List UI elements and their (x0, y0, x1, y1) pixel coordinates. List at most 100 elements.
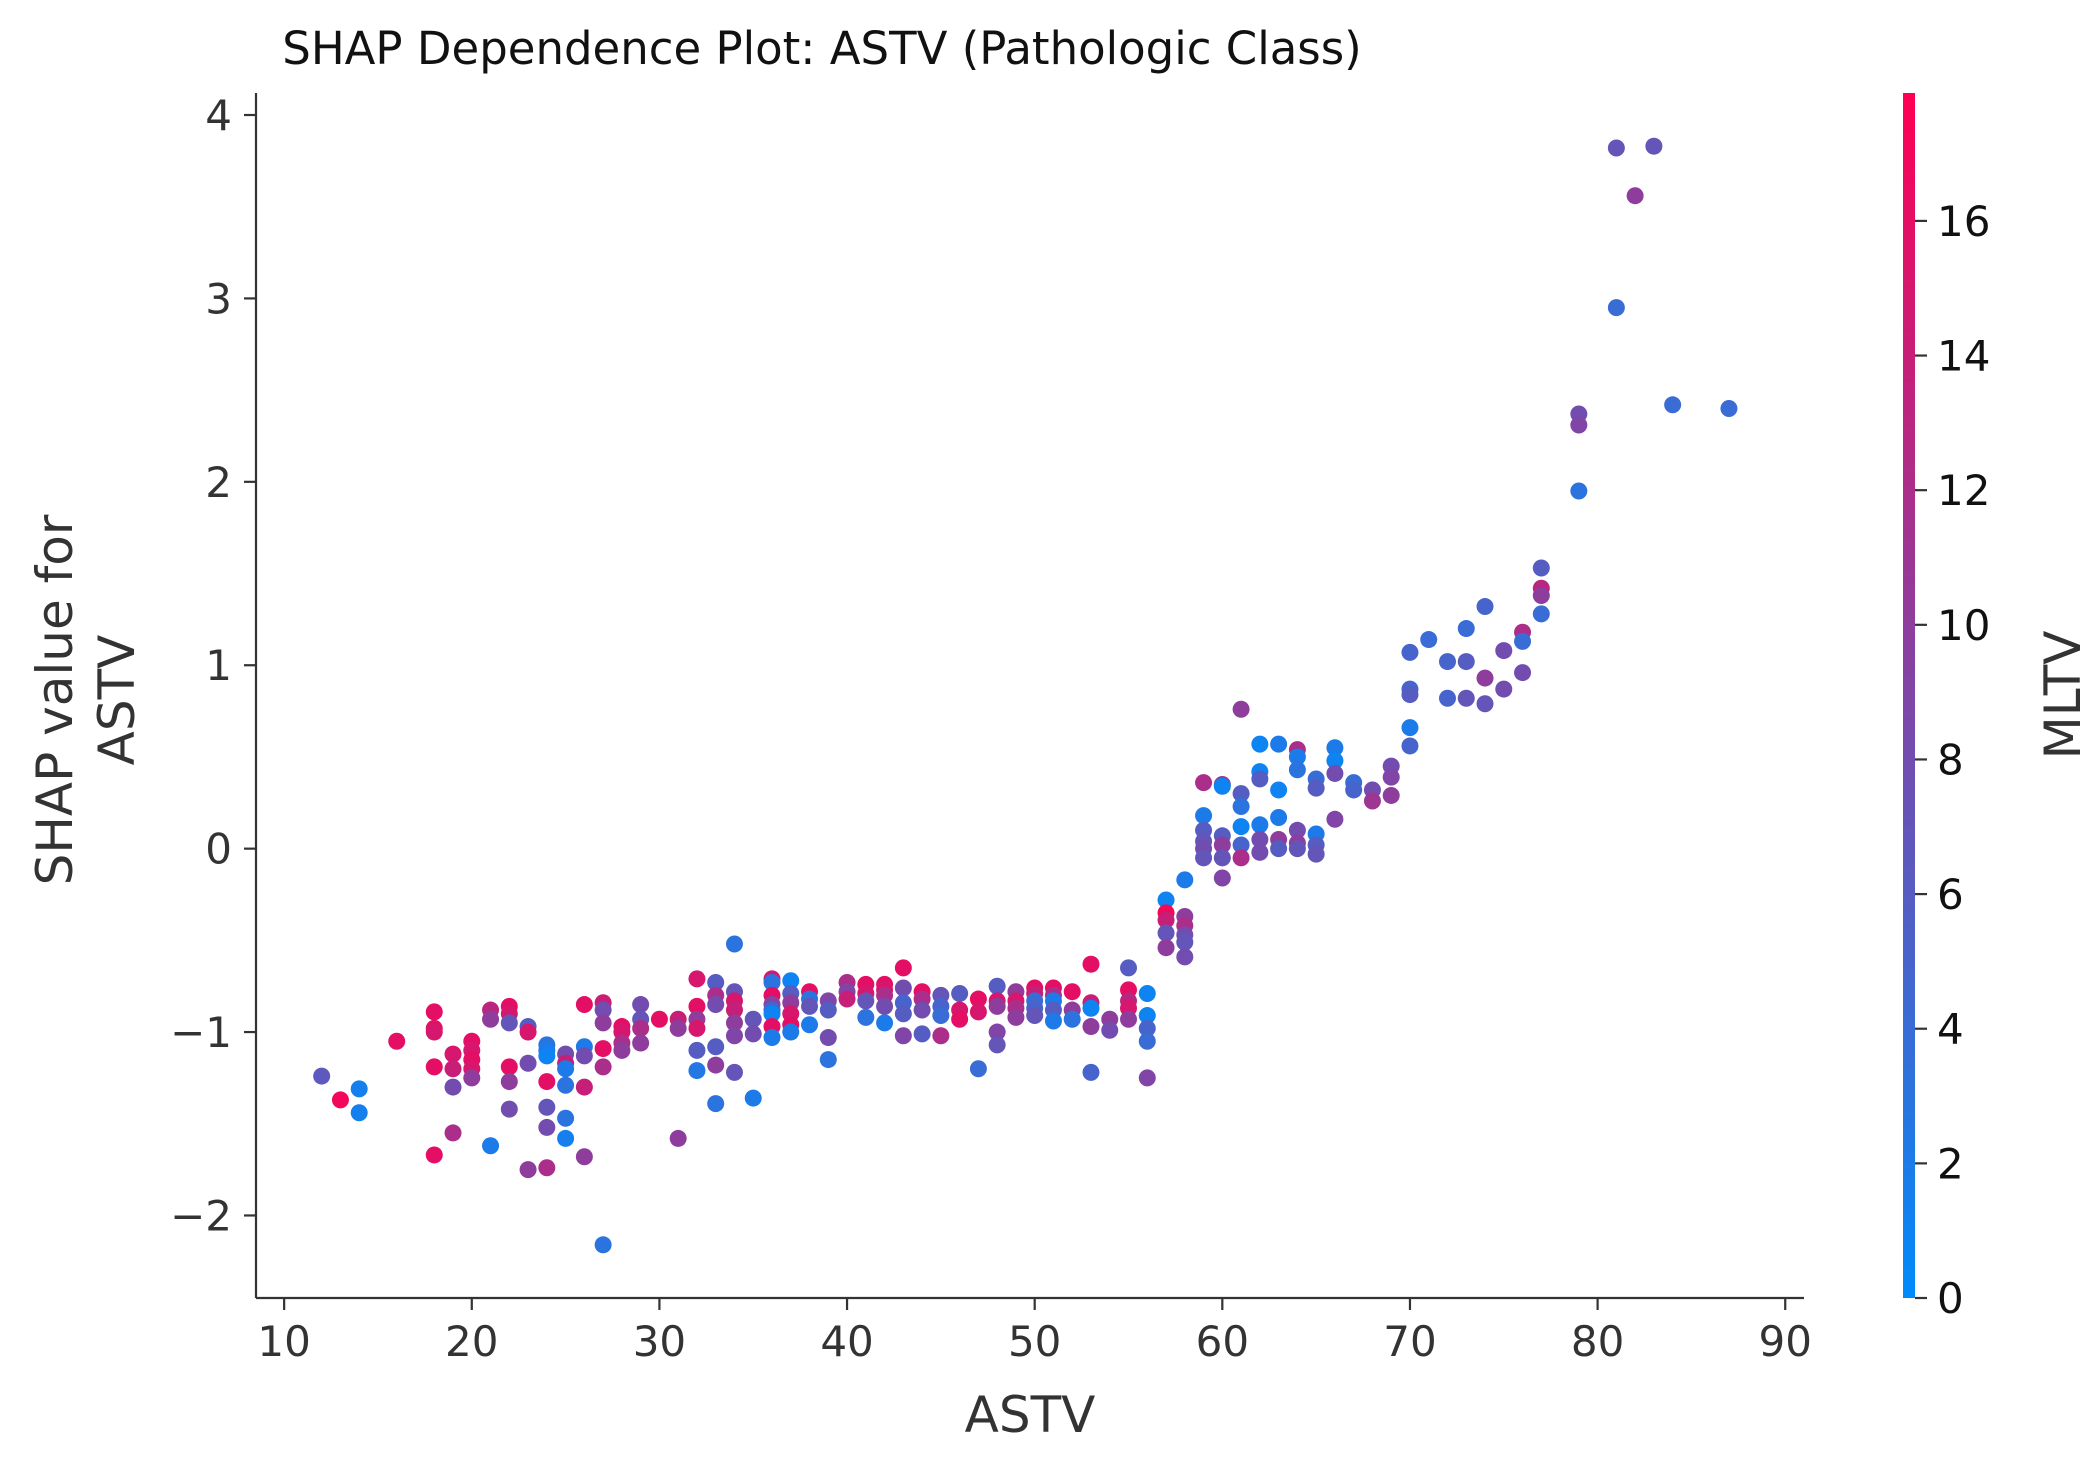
data-point (894, 979, 912, 997)
data-point (1232, 785, 1250, 803)
data-point (632, 1019, 650, 1037)
data-point (1495, 680, 1513, 698)
x-tick-label: 10 (257, 1317, 310, 1366)
data-point (1326, 764, 1344, 782)
data-point (425, 1003, 443, 1021)
data-point (707, 1056, 725, 1074)
data-point (1307, 779, 1325, 797)
data-point (1063, 1010, 1081, 1028)
colorbar-label: MLTV (2034, 631, 2092, 760)
data-point (538, 1159, 556, 1177)
colorbar-ticks: 0 2 4 6 8 10 12 14 16 (1915, 197, 1990, 1323)
colorbar (1903, 93, 1915, 1298)
data-point (819, 1029, 837, 1047)
y-tick-label: 0 (205, 825, 232, 874)
x-tick-label: 60 (1196, 1317, 1249, 1366)
y-axis-label-line-2: ASTV (88, 635, 146, 766)
data-point (838, 990, 856, 1008)
data-point (1514, 632, 1532, 650)
data-point (1438, 653, 1456, 671)
data-point (707, 996, 725, 1014)
data-point (575, 996, 593, 1014)
data-point (894, 959, 912, 977)
data-point (482, 1137, 500, 1155)
data-point (1626, 187, 1644, 205)
data-point (988, 1023, 1006, 1041)
y-tick-label: −2 (170, 1191, 232, 1240)
data-point (1382, 786, 1400, 804)
data-point (1420, 631, 1438, 649)
data-point (744, 1025, 762, 1043)
colorbar-tick-label: 12 (1937, 466, 1990, 515)
y-axis-ticks: −2 −1 0 1 2 3 4 (170, 91, 256, 1240)
data-point (538, 1118, 556, 1136)
data-point (500, 1014, 518, 1032)
data-point (988, 1036, 1006, 1054)
data-point (1138, 1007, 1156, 1025)
y-tick-label: 4 (205, 91, 232, 140)
data-point (1044, 1012, 1062, 1030)
y-tick-label: −1 (170, 1008, 232, 1057)
data-point (1288, 840, 1306, 858)
data-point (969, 1003, 987, 1021)
data-point (500, 1058, 518, 1076)
data-point (876, 997, 894, 1015)
data-point (1720, 399, 1738, 417)
data-point (632, 996, 650, 1014)
data-point (744, 1010, 762, 1028)
data-point (1138, 1032, 1156, 1050)
x-tick-label: 50 (1008, 1317, 1061, 1366)
data-point (350, 1080, 368, 1098)
data-point (1401, 643, 1419, 661)
data-point (1213, 777, 1231, 795)
data-point (1251, 735, 1269, 753)
data-point (951, 985, 969, 1003)
x-tick-label: 80 (1571, 1317, 1624, 1366)
data-point (1457, 620, 1475, 638)
data-point (331, 1091, 349, 1109)
data-point (1120, 959, 1138, 977)
data-point (350, 1104, 368, 1122)
data-point (1007, 1008, 1025, 1026)
colorbar-tick-label: 2 (1937, 1139, 1964, 1188)
data-point (1251, 843, 1269, 861)
data-point (313, 1067, 331, 1085)
data-point (1195, 849, 1213, 867)
data-point (1120, 1010, 1138, 1028)
data-point (1532, 605, 1550, 623)
x-axis-label: ASTV (965, 1386, 1096, 1444)
data-point (801, 997, 819, 1015)
x-tick-label: 90 (1759, 1317, 1812, 1366)
data-point (1664, 396, 1682, 414)
data-point (557, 1076, 575, 1094)
data-point (575, 1047, 593, 1065)
data-point (688, 997, 706, 1015)
data-point (763, 1005, 781, 1023)
data-point (1288, 821, 1306, 839)
data-point (1326, 752, 1344, 770)
data-point (1157, 891, 1175, 909)
data-point (819, 1001, 837, 1019)
data-point (744, 1089, 762, 1107)
data-point (425, 1058, 443, 1076)
data-point (688, 970, 706, 988)
data-point (1063, 983, 1081, 1001)
y-tick-label: 1 (205, 641, 232, 690)
data-point (1532, 559, 1550, 577)
data-point (1195, 807, 1213, 825)
data-point (969, 990, 987, 1008)
colorbar-tick-label: 0 (1937, 1274, 1964, 1323)
data-point (463, 1069, 481, 1087)
data-point (1570, 482, 1588, 500)
data-point (763, 974, 781, 992)
data-point (725, 1063, 743, 1081)
data-point (1213, 849, 1231, 867)
data-point (688, 1041, 706, 1059)
data-point (1270, 735, 1288, 753)
data-point (1570, 416, 1588, 434)
data-point (988, 997, 1006, 1015)
data-point (444, 1124, 462, 1142)
data-point (1138, 985, 1156, 1003)
data-point (857, 1008, 875, 1026)
x-tick-label: 20 (445, 1317, 498, 1366)
